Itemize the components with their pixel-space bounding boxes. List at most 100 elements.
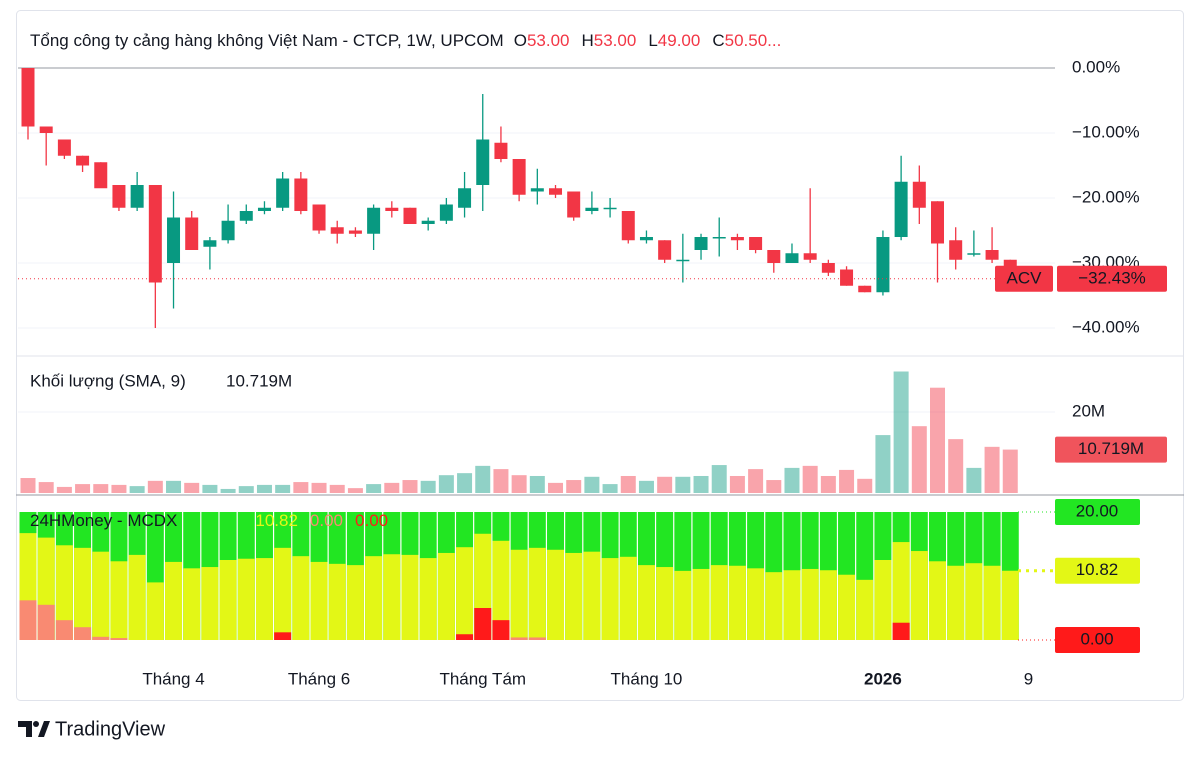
pane-title: 24HMoney - MCDX [30, 511, 177, 530]
mcdx-bar [110, 561, 128, 640]
candle-body [730, 237, 744, 241]
candle-body [94, 162, 108, 189]
candle-body [567, 191, 581, 218]
candle-body [76, 155, 90, 166]
candle-body [403, 207, 417, 224]
volume-bar [166, 480, 182, 493]
volume-bar [911, 426, 927, 493]
candle-body [294, 178, 308, 211]
volume-bar [202, 484, 218, 493]
ohlc-value: 53.00 [594, 31, 637, 50]
candle-body [803, 253, 817, 260]
mcdx-bar [583, 551, 601, 640]
candle-body [512, 159, 526, 195]
candle-body [785, 253, 799, 263]
mcdx-bar [801, 568, 819, 640]
candle-body [694, 237, 708, 250]
volume-bar [111, 484, 127, 493]
volume-bar [638, 480, 654, 493]
mcdx-bar [237, 558, 255, 640]
ohlc-key: O [514, 31, 527, 50]
mcdx-bar [146, 582, 164, 640]
mcdx-bar [547, 549, 565, 640]
mcdx-bar [728, 565, 746, 640]
volume-bar [366, 484, 382, 493]
price-badge-label: −32.43% [1078, 268, 1146, 287]
mcdx-bar [365, 556, 383, 640]
volume-bar [384, 482, 400, 493]
volume-bar [875, 435, 891, 493]
pane-legend-value: 0.00 [355, 511, 388, 530]
candle-body [57, 139, 71, 156]
mcdx-bar [601, 558, 619, 640]
y-tick-label: 0.00% [1072, 57, 1120, 76]
candle-body [949, 240, 963, 260]
volume-bar [293, 482, 309, 493]
volume-bar [820, 475, 836, 493]
volume-bar [766, 480, 782, 493]
mcdx-bar [219, 560, 237, 640]
mcdx-bar [19, 600, 37, 640]
volume-bar [238, 486, 254, 493]
mcdx-bar [765, 572, 783, 640]
volume-bar [75, 484, 91, 493]
mcdx-bar [255, 558, 273, 640]
candle-body [840, 269, 854, 286]
pane-legend-value: 10.82 [255, 511, 298, 530]
mcdx-bar [1001, 570, 1019, 640]
mcdx-bar [510, 549, 528, 640]
candle-body [912, 181, 926, 208]
x-tick-label: 9 [1024, 669, 1033, 688]
mcdx-bar [856, 579, 874, 640]
volume-bar [275, 484, 291, 493]
candle-body [312, 204, 326, 231]
volume-bar [529, 475, 545, 493]
candle-body [876, 237, 890, 293]
candle-body [985, 250, 999, 260]
mcdx-bar [74, 547, 92, 640]
x-tick-label: Tháng 6 [288, 669, 350, 688]
volume-bar [711, 465, 727, 493]
mcdx-badge-label: 20.00 [1076, 501, 1119, 520]
candle-body [549, 188, 563, 195]
mcdx-bar [892, 542, 910, 640]
candle-body [658, 240, 672, 260]
candle-body [603, 207, 617, 210]
mcdx-bar [456, 547, 474, 640]
candle-body [39, 126, 53, 133]
mcdx-bar [619, 556, 637, 640]
candle-body [330, 227, 344, 234]
mcdx-bar [528, 547, 546, 640]
mcdx-bar [37, 604, 55, 640]
x-tick-label: Tháng 4 [142, 669, 204, 688]
volume-bar [1002, 449, 1018, 493]
mcdx-bar [310, 561, 328, 640]
mcdx-bar [819, 570, 837, 640]
volume-bar [93, 484, 109, 493]
volume-bar [948, 439, 964, 493]
volume-bar [311, 482, 327, 493]
candle-body [894, 181, 908, 237]
mcdx-bar [92, 636, 110, 640]
volume-bar [20, 478, 36, 493]
x-tick-label: Tháng Tám [439, 669, 526, 688]
ohlc-key: C [712, 31, 724, 50]
mcdx-bar [710, 565, 728, 640]
candle-body [367, 207, 381, 234]
candle-body [639, 237, 653, 241]
volume-bar [930, 387, 945, 493]
volume-bar [38, 482, 54, 493]
mcdx-bar [892, 622, 910, 640]
volume-bar [493, 469, 509, 493]
mcdx-bar [474, 608, 492, 640]
volume-bar [857, 478, 873, 493]
mcdx-bar [510, 637, 528, 640]
candle-body [221, 220, 235, 241]
candle-body [967, 253, 981, 255]
volume-bar [729, 475, 745, 493]
candle-body [130, 185, 144, 208]
volume-bar [402, 480, 418, 493]
volume-bar [693, 475, 709, 493]
ohlc-key: L [648, 31, 657, 50]
volume-bar [438, 475, 454, 493]
